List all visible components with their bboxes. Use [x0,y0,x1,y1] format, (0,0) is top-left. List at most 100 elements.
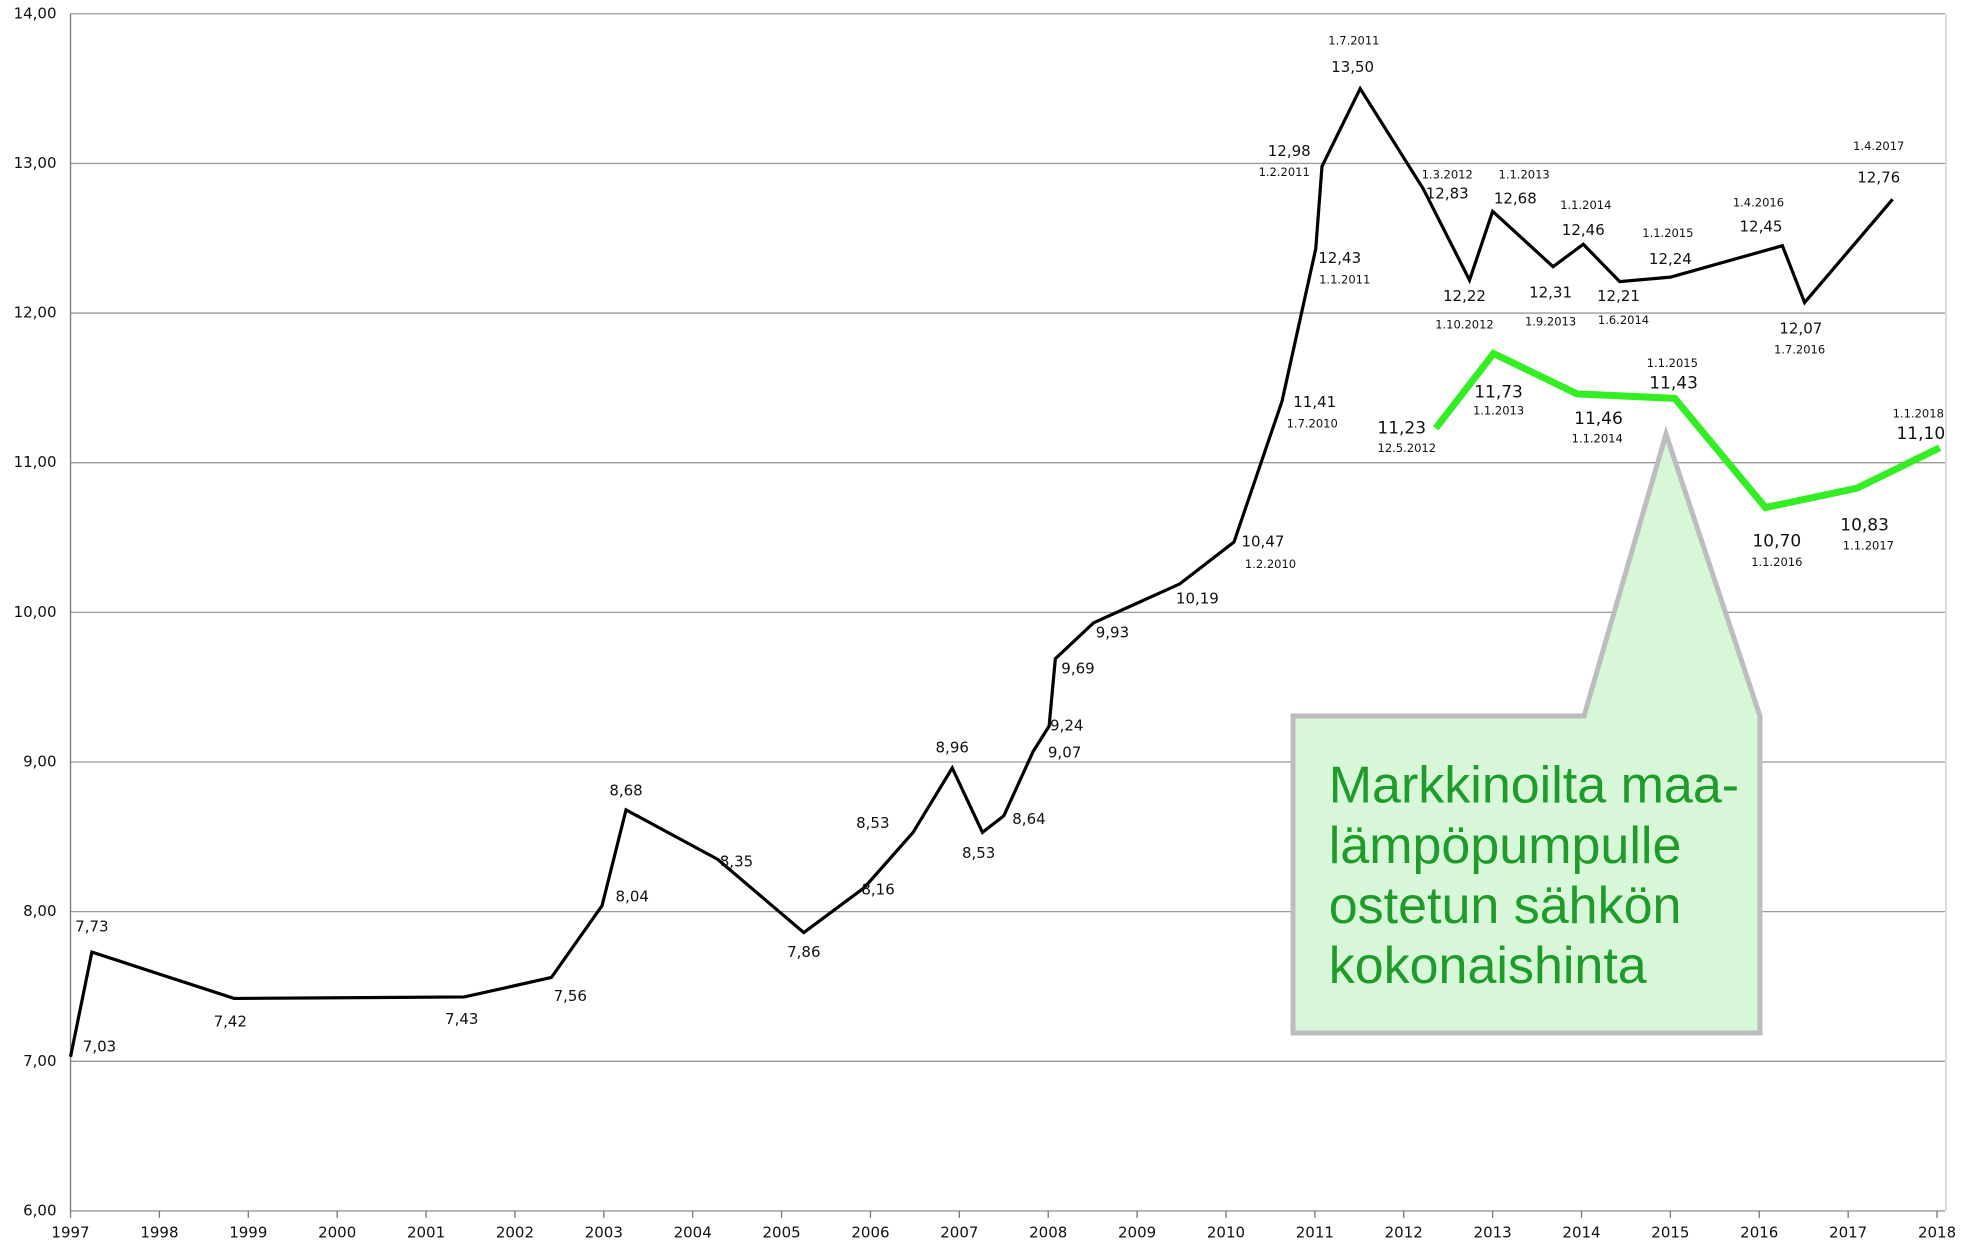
callout-line: lämpöpumpulle [1329,817,1682,875]
y-tick-label: 13,00 [14,154,57,172]
data-label: 12,31 [1529,283,1572,301]
callout-box [1290,425,1763,1036]
data-label: 10,83 [1840,516,1889,536]
data-label: 11,10 [1896,424,1945,444]
data-label: 12,43 [1318,249,1361,267]
data-label: 11,73 [1474,382,1523,402]
y-tick-label: 11,00 [14,453,57,471]
x-tick-label: 1998 [140,1223,178,1241]
date-label: 1.10.2012 [1435,318,1494,332]
x-tick-label: 2010 [1207,1223,1245,1241]
data-label: 11,23 [1377,418,1426,438]
date-label: 1.1.2017 [1843,538,1894,552]
x-tick-label: 2018 [1918,1223,1956,1241]
date-label: 1.1.2014 [1560,198,1611,212]
date-label: 1.2.2010 [1245,557,1296,571]
date-label: 1.1.2018 [1893,406,1944,420]
data-label: 12,22 [1443,287,1486,305]
date-label: 1.7.2016 [1774,343,1825,357]
data-label: 9,69 [1061,659,1094,677]
data-label: 9,07 [1048,743,1081,761]
data-label: 12,98 [1268,142,1311,160]
data-label: 8,53 [962,844,995,862]
date-label: 1.4.2017 [1853,139,1904,153]
x-tick-label: 2016 [1740,1223,1778,1241]
x-tick-label: 2017 [1829,1223,1867,1241]
data-label: 11,41 [1293,393,1336,411]
date-label: 1.1.2013 [1473,404,1524,418]
data-label: 8,64 [1012,810,1045,828]
data-label: 12,68 [1494,189,1537,207]
data-label: 8,04 [616,887,649,905]
date-label: 1.7.2011 [1328,34,1379,48]
x-tick-label: 2001 [407,1223,445,1241]
date-label: 1.1.2014 [1572,431,1623,445]
x-tick-label: 2008 [1029,1223,1067,1241]
date-label: 1.1.2015 [1647,356,1698,370]
data-label: 7,03 [83,1037,116,1055]
data-label: 12,24 [1649,250,1692,268]
y-tick-label: 7,00 [23,1052,56,1070]
y-tick-label: 10,00 [14,603,57,621]
callout-line: ostetun sähkön [1329,877,1682,935]
date-label: 1.7.2010 [1287,416,1338,430]
x-tick-label: 1997 [51,1223,89,1241]
data-label: 8,35 [720,852,753,870]
data-label: 9,93 [1096,623,1129,641]
data-label: 7,56 [554,987,587,1005]
data-label: 8,53 [856,814,889,832]
x-tick-label: 2015 [1651,1223,1689,1241]
y-tick-label: 6,00 [23,1201,56,1219]
date-label: 1.6.2014 [1598,313,1649,327]
x-tick-label: 2007 [940,1223,978,1241]
x-tick-label: 2013 [1474,1223,1512,1241]
data-label: 7,73 [75,918,108,936]
data-label: 12,83 [1426,184,1469,202]
y-tick-label: 8,00 [23,902,56,920]
x-tick-label: 2002 [496,1223,534,1241]
data-label: 8,68 [609,782,642,800]
x-tick-label: 2005 [762,1223,800,1241]
series-line [68,85,1894,1058]
date-label: 1.4.2016 [1733,196,1784,210]
x-tick-label: 2011 [1296,1223,1334,1241]
series-line [1432,349,1942,512]
date-label: 1.1.2011 [1319,273,1370,287]
x-tick-label: 2009 [1118,1223,1156,1241]
x-tick-label: 2006 [851,1223,889,1241]
date-label: 1.9.2013 [1525,314,1576,328]
date-label: 1.1.2013 [1499,167,1550,181]
x-tick-label: 2004 [674,1223,712,1241]
data-label: 10,47 [1241,533,1284,551]
date-label: 1.3.2012 [1422,168,1473,182]
y-tick-label: 9,00 [23,753,56,771]
x-tick-label: 2012 [1385,1223,1423,1241]
data-label: 12,45 [1739,217,1782,235]
callout-line: Markkinoilta maa- [1329,757,1739,815]
date-label: 1.1.2016 [1751,555,1802,569]
data-label: 7,42 [214,1013,247,1031]
data-label: 11,46 [1574,409,1623,429]
x-tick-label: 2014 [1562,1223,1600,1241]
date-label: 12.5.2012 [1378,441,1437,455]
data-label: 7,43 [445,1010,478,1028]
x-tick-label: 2003 [585,1223,623,1241]
data-label: 12,07 [1779,319,1822,337]
callout-line: kokonaishinta [1329,937,1647,995]
x-tick-label: 2000 [318,1223,356,1241]
data-label: 11,43 [1649,373,1698,393]
data-label: 12,76 [1857,169,1900,187]
data-label: 13,50 [1331,58,1374,76]
date-label: 1.1.2015 [1642,226,1693,240]
data-label: 8,96 [936,738,969,756]
y-tick-label: 12,00 [14,304,57,322]
data-label: 12,21 [1597,287,1640,305]
data-label: 12,46 [1562,221,1605,239]
y-tick-label: 14,00 [14,4,57,22]
data-label: 7,86 [787,943,820,961]
data-label: 8,16 [861,881,894,899]
x-tick-label: 1999 [229,1223,267,1241]
